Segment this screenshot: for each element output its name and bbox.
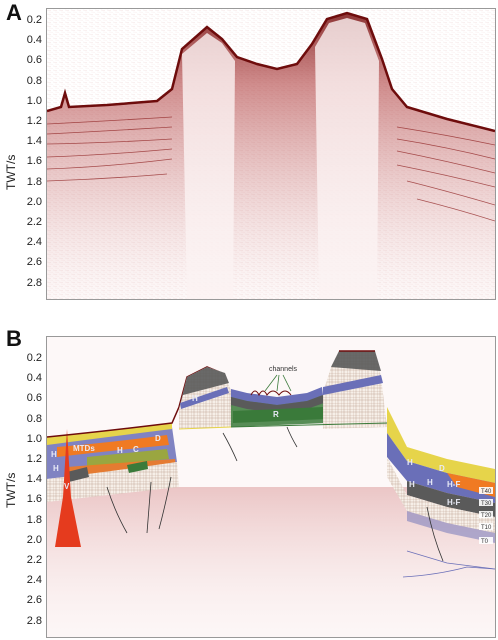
tick-label: 1.6 [26,155,42,168]
tick-label: 0.6 [26,54,42,67]
label-channels: channels [269,366,298,373]
label-mtds: MTDs [73,444,95,453]
layer-olive-left [87,449,169,467]
panel-a-letter: A [6,0,22,25]
tick-label: 2.0 [26,195,42,208]
tick-label: 1.2 [26,115,42,127]
label-h-right-2: H [409,480,415,489]
tick-label: 2.4 [26,236,42,249]
tick-label: 1.2 [26,453,42,465]
t-label-2: T20 [481,513,492,519]
label-r: R [273,410,279,419]
t-label-3: T10 [481,525,492,531]
panel-b-interpretation-svg: V R channels [47,337,495,637]
layer-d-right [387,407,495,483]
tick-label: 2.0 [26,533,42,546]
panel-a-seismic-section [46,8,496,300]
layer-d-left [47,423,172,445]
tick-label: 2.6 [26,256,42,269]
label-h-3: H [117,446,123,455]
faults [106,426,444,562]
tick-label: 0.6 [26,392,42,405]
tick-label: 2.4 [26,574,42,587]
seafloor-reflector-a [47,13,495,299]
hatched-unit-left [47,462,179,502]
tick-label: 1.4 [26,135,42,148]
tick-label: 2.2 [26,216,42,228]
seafloor-line-a [47,11,495,133]
t-label-4: T0 [481,539,489,545]
panel-b-interpreted-section: V R channels [46,336,496,638]
tick-label: 0.8 [26,412,42,425]
tick-label: 2.8 [26,276,42,289]
tick-label: 0.4 [26,34,42,47]
tick-label: 1.8 [26,175,42,188]
tick-label: 2.2 [26,554,42,566]
tick-label: 1.0 [26,94,42,107]
panel-b-letter: B [6,326,22,351]
label-h-2: H [53,464,59,473]
tick-label: 0.2 [26,14,42,26]
panel-a-seismic-svg [47,9,495,299]
label-v: V [64,482,70,491]
tick-label: 1.6 [26,493,42,506]
t-label-0: T40 [481,489,492,495]
label-h-mound: H [192,394,198,403]
tick-label: 1.8 [26,513,42,526]
label-h-right-3: H [427,478,433,487]
tick-label: 1.4 [26,473,42,486]
label-hf-2: H-F [447,498,460,507]
tick-label: 2.8 [26,614,42,627]
strata-right-a [396,126,495,222]
tick-label: 0.2 [26,352,42,364]
label-c: C [133,445,139,454]
label-h-right-1: H [407,458,413,467]
label-hf-1: H-F [447,480,460,489]
tick-label: 1.0 [26,432,42,445]
tick-label: 0.4 [26,372,42,385]
label-h-1: H [51,450,57,459]
tick-label: 2.6 [26,594,42,607]
mound-right [323,351,387,429]
tick-label: 0.8 [26,74,42,87]
t-labels: T40 T30 T20 T10 T0 [479,487,493,545]
label-d-left: D [155,434,161,443]
volcano-v [55,429,81,547]
layer-mtd-left [57,435,169,457]
strata-left-a [47,116,173,182]
t-label-1: T30 [481,501,492,507]
label-d-right: D [439,464,445,473]
